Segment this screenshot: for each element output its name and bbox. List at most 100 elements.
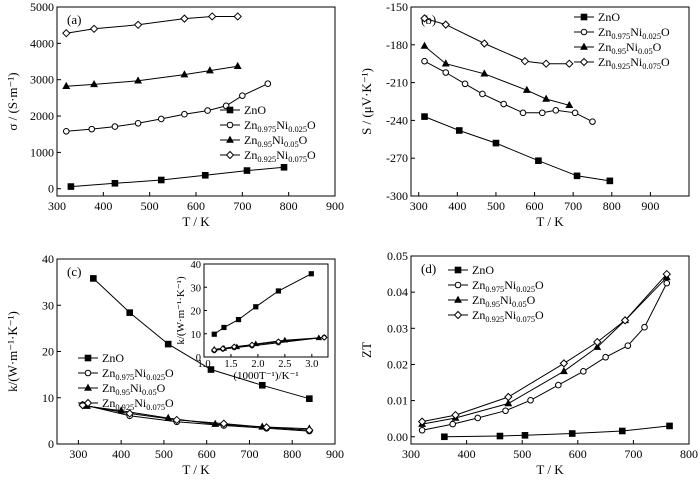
data-point-zn0-975ni0-025o: [111, 123, 119, 130]
y-tick-label: 5000: [30, 0, 54, 14]
y-tick-label: 0.04: [387, 285, 408, 299]
data-point-zn0-925ni0-075o: [320, 334, 328, 341]
x-tick-label: 500: [141, 199, 159, 213]
data-point-zno: [111, 179, 119, 187]
y-tick-label: 30: [191, 283, 202, 294]
legend-marker-zno: [454, 266, 462, 274]
data-point-zno: [492, 139, 500, 147]
y-tick-label: 10: [42, 391, 54, 405]
legend-marker-zn0-925ni0-075o: [579, 57, 589, 67]
series-line-zn0-925ni0-075o: [66, 16, 238, 34]
x-tick-label: 400: [458, 447, 476, 461]
panel-c-inset: 1.0 1.5 2.0 2.5 3.0 0 10 20 30 40 (1000T⁻¹)/K⁻¹ k/(…: [175, 260, 329, 382]
series-zn0-975ni0-025o: [418, 279, 671, 434]
series-zn0-925ni0-075o: [417, 269, 671, 426]
series-zn0-95ni0-05o: [62, 61, 242, 89]
y-tick-label: 40: [191, 260, 202, 271]
data-point-zn0-925ni0-075o: [62, 28, 71, 38]
data-point-zn0-95ni0-05o: [559, 366, 568, 375]
y-tick-label: 0.03: [387, 321, 408, 335]
data-point-zn0-925ni0-075o: [441, 20, 450, 29]
data-point-zn0-975ni0-025o: [589, 118, 596, 125]
plot-frame: [410, 6, 690, 197]
data-point-zno: [253, 304, 259, 310]
y-tick-label: 0.01: [387, 394, 408, 408]
panel-label: (c): [67, 264, 81, 279]
data-point-zn0-975ni0-025o: [555, 381, 562, 389]
x-tick-label: 400: [448, 199, 466, 213]
x-axis-label: T / K: [182, 214, 210, 229]
series-zn0-95ni0-05o: [420, 41, 574, 109]
data-point-zno: [618, 427, 626, 435]
y-axis-label: ZT: [359, 342, 374, 358]
data-point-zn0-975ni0-025o: [580, 368, 587, 375]
data-point-zn0-975ni0-025o: [449, 420, 457, 428]
series-line-zno: [444, 425, 670, 438]
data-point-zn0-925ni0-075o: [262, 423, 271, 432]
panel-b: 300 400 500 600 700 800 900 -150 -180 -210 -240 -27…: [359, 0, 690, 229]
data-point-zn0-975ni0-025o: [538, 109, 546, 117]
data-point-zn0-975ni0-025o: [264, 80, 272, 87]
x-axis-label: (1000T⁻¹)/K⁻¹: [233, 370, 298, 382]
legend-label-zn0-95ni0-05o: Zn0.95Ni0.05O: [472, 293, 536, 309]
data-point-zno: [421, 113, 428, 120]
legend: ZnOZn0.975Ni0.025OZn0.95Ni0.05OZn0.925Ni…: [220, 103, 316, 164]
data-point-zn0-925ni0-075o: [230, 343, 238, 351]
series-zno: [211, 271, 314, 337]
data-point-zno: [258, 381, 266, 389]
y-tick-label: -270: [386, 151, 408, 165]
series-line-zno: [93, 278, 310, 400]
x-tick-label: 700: [233, 199, 251, 213]
y-tick-label: 0.00: [387, 430, 408, 444]
x-axis-label: T / K: [536, 462, 564, 477]
x-tick-label: 800: [280, 199, 298, 213]
plot-frame: [410, 255, 690, 445]
legend-marker-zn0-975ni0-025o: [454, 281, 462, 289]
data-point-zno: [211, 331, 217, 337]
x-tick-label: 600: [198, 447, 216, 461]
x-tick-label: 500: [487, 199, 505, 213]
data-point-zn0-925ni0-075o: [417, 417, 427, 426]
data-point-zn0-95ni0-05o: [211, 419, 220, 427]
series-zno: [90, 275, 313, 402]
series-line-zno: [70, 166, 285, 188]
x-tick-label: 3.0: [305, 359, 318, 370]
y-tick-label: 20: [191, 307, 202, 318]
legend-marker-zn0-95ni0-05o: [84, 383, 92, 391]
data-point-zno: [568, 430, 576, 437]
y-tick-label: 0: [48, 182, 54, 196]
data-point-zno: [67, 183, 75, 190]
data-point-zno: [606, 177, 614, 185]
data-point-zno: [455, 127, 463, 134]
data-point-zno: [207, 366, 215, 373]
x-tick-label: 500: [155, 447, 173, 461]
data-point-zn0-95ni0-05o: [205, 66, 214, 74]
data-point-zno: [280, 163, 288, 171]
data-point-zn0-975ni0-025o: [519, 109, 527, 117]
legend-label-zn0-975ni0-025o: Zn0.975Ni0.025O: [598, 25, 670, 41]
legend-marker-zn0-95ni0-05o: [580, 42, 588, 50]
panel-a: 300 400 500 600 700 800 900 0 1000 2000 3000 4000 50…: [5, 0, 344, 229]
data-point-zno: [275, 288, 281, 294]
legend-label-zn0-925ni0-075o: Zn0.925Ni0.075O: [244, 148, 316, 164]
series-line-zn0-975ni0-025o: [422, 282, 668, 431]
x-tick-label: 600: [569, 447, 587, 461]
data-point-zn0-925ni0-075o: [210, 346, 218, 354]
legend-label-zn0-925ni0-075o: Zn0.925Ni0.075O: [102, 396, 174, 412]
legend-marker-zn0-925ni0-075o: [83, 398, 93, 408]
data-point-zn0-925ni0-075o: [180, 14, 189, 23]
data-point-zn0-975ni0-025o: [624, 342, 632, 349]
y-tick-label: 0: [196, 353, 201, 364]
data-point-zno: [221, 324, 227, 331]
x-tick-label: 500: [513, 447, 531, 461]
x-tick-label: 300: [69, 447, 87, 461]
x-tick-label: 1.0: [197, 359, 210, 370]
data-point-zn0-95ni0-05o: [504, 399, 513, 407]
data-point-zno: [573, 172, 581, 180]
data-point-zno: [308, 271, 314, 277]
data-point-zn0-925ni0-075o: [248, 341, 256, 349]
panel-label: (d): [421, 261, 436, 276]
series-line-zn0-925ni0-075o: [82, 404, 310, 431]
data-point-zno: [441, 433, 448, 441]
